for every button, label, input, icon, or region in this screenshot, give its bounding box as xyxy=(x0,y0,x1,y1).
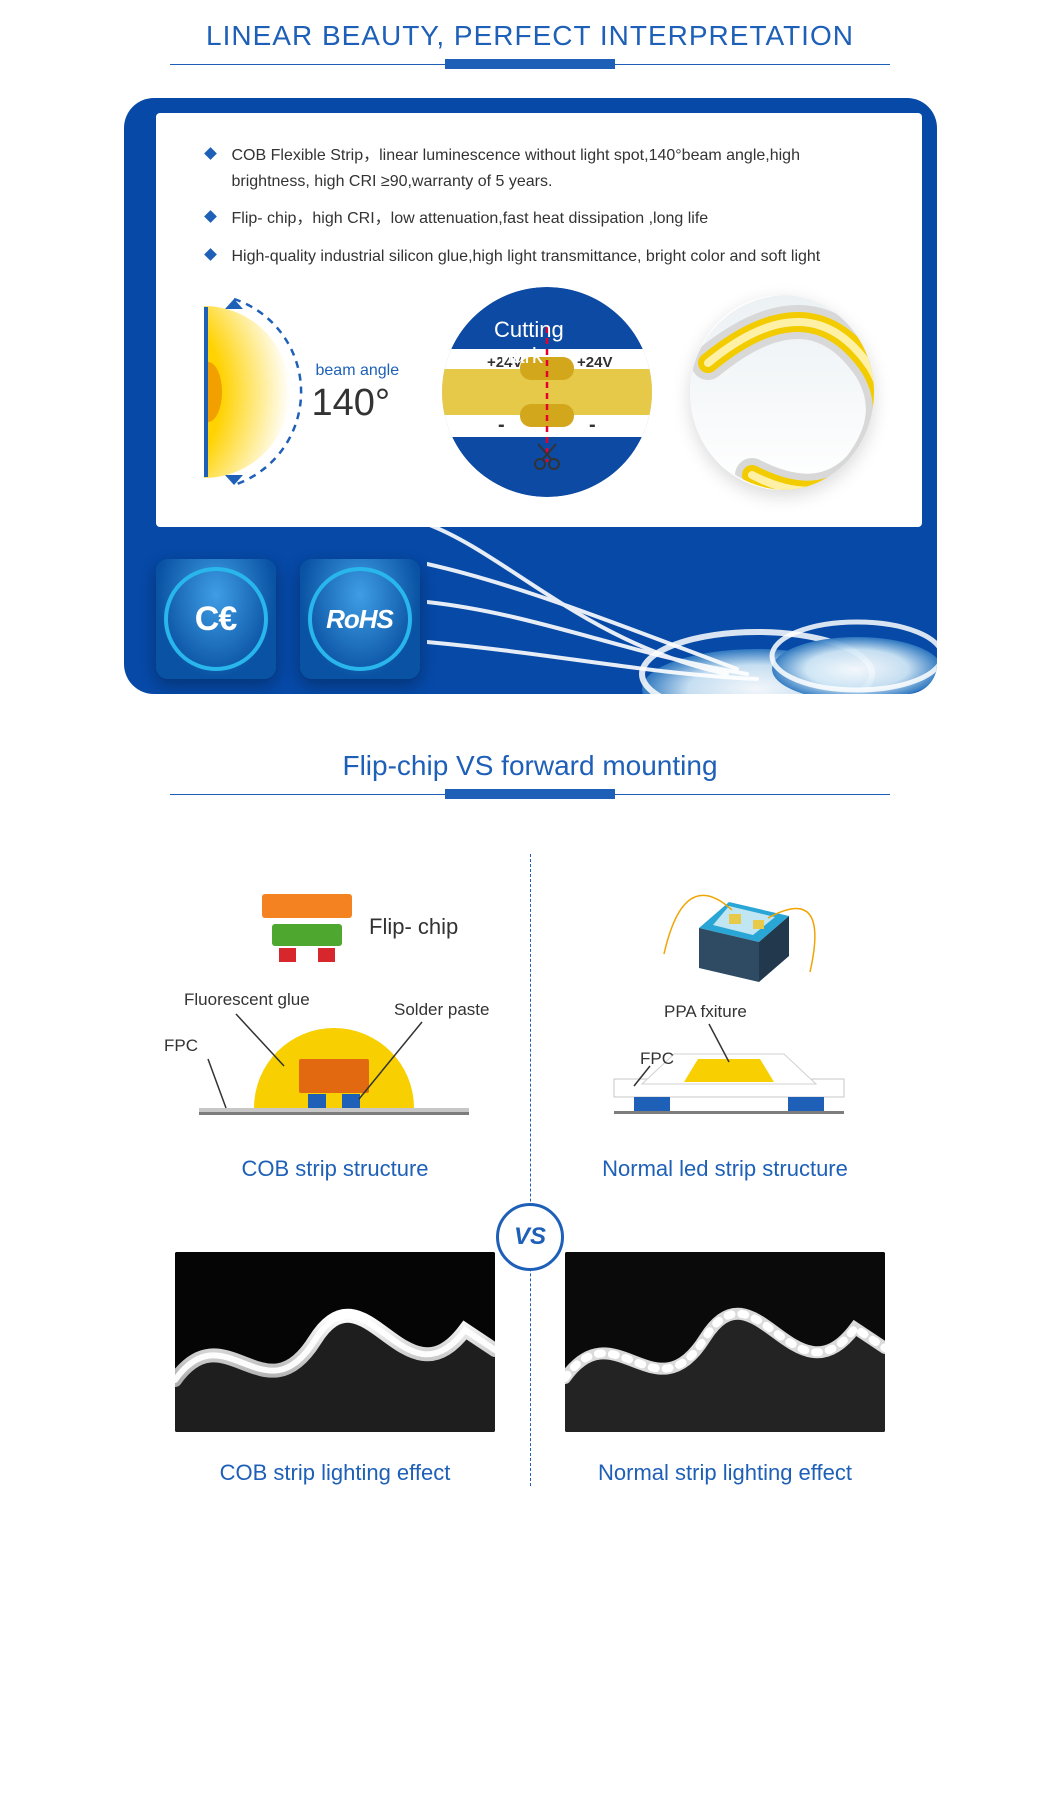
cob-structure-diagram: Flip- chip Fluorescent glue Solder paste… xyxy=(164,884,506,1134)
section2-title: Flip-chip VS forward mounting xyxy=(0,750,1060,782)
cob-structure-title: COB strip structure xyxy=(164,1156,506,1182)
ce-text: C€ xyxy=(195,600,236,639)
feature-card: COB Flexible Strip，linear luminescence w… xyxy=(156,113,922,527)
normal-structure-title: Normal led strip structure xyxy=(554,1156,896,1182)
feature-item: COB Flexible Strip，linear luminescence w… xyxy=(204,143,874,194)
normal-effect-col: Normal strip lighting effect xyxy=(530,1252,920,1486)
vs-badge: VS xyxy=(496,1203,564,1271)
rohs-badge: RoHS xyxy=(300,559,420,679)
cutting-mark-diagram: +24V +24V - - Cutting mark xyxy=(442,287,652,497)
comparison-block: VS xyxy=(140,828,920,1486)
cob-effect-photo xyxy=(175,1252,495,1432)
rohs-text: RoHS xyxy=(326,604,393,635)
flip-chip-label: Flip- chip xyxy=(369,914,458,940)
normal-structure-diagram: PPA fxiture FPC xyxy=(554,884,896,1134)
cob-column: Flip- chip Fluorescent glue Solder paste… xyxy=(140,884,530,1182)
fpc-label-right: FPC xyxy=(640,1049,674,1069)
strip-curve-photo xyxy=(690,295,874,490)
cob-effect-col: COB strip lighting effect xyxy=(140,1252,530,1486)
feature-list: COB Flexible Strip，linear luminescence w… xyxy=(204,143,874,269)
normal-effect-photo xyxy=(565,1252,885,1432)
beam-angle-label: beam angle xyxy=(316,362,400,380)
fpc-label-left: FPC xyxy=(164,1036,198,1056)
cob-effect-caption: COB strip lighting effect xyxy=(164,1460,506,1486)
ce-badge: C€ xyxy=(156,559,276,679)
beam-angle-value: 140° xyxy=(312,382,391,425)
solder-paste-label: Solder paste xyxy=(394,1000,489,1020)
normal-column: PPA fxiture FPC Normal led strip structu… xyxy=(530,884,920,1182)
cutting-mark-label: Cutting mark xyxy=(494,317,599,369)
svg-text:-: - xyxy=(589,414,596,436)
fluorescent-glue-label: Fluorescent glue xyxy=(184,990,310,1010)
section1-title: LINEAR BEAUTY, PERFECT INTERPRETATION xyxy=(0,20,1060,52)
title-underline xyxy=(170,58,890,70)
feature-item: Flip- chip，high CRI，low attenuation,fast… xyxy=(204,206,874,232)
beam-angle-diagram: beam angle 140° xyxy=(204,287,404,497)
feature-item: High-quality industrial silicon glue,hig… xyxy=(204,244,874,270)
svg-text:-: - xyxy=(498,414,505,436)
ppa-fixture-label: PPA fxiture xyxy=(664,1002,747,1022)
title-underline-2 xyxy=(170,788,890,800)
normal-effect-caption: Normal strip lighting effect xyxy=(554,1460,896,1486)
feature-panel: COB Flexible Strip，linear luminescence w… xyxy=(124,98,937,694)
